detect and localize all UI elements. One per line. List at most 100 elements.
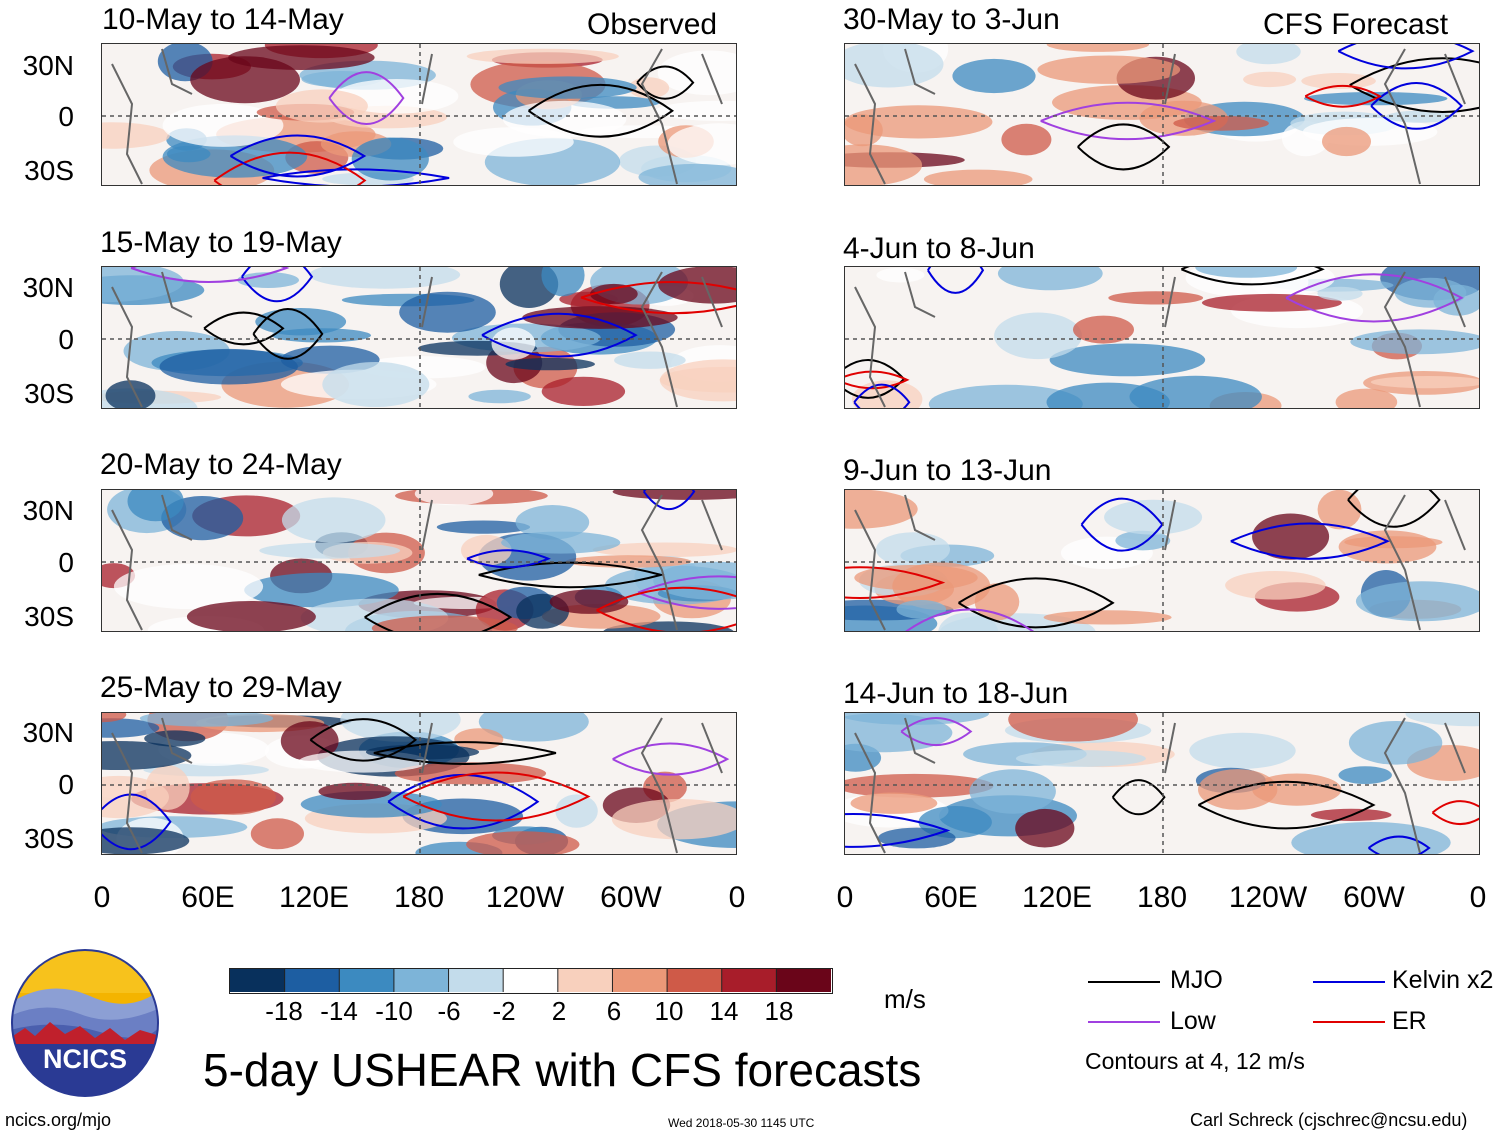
shear-anomaly-blob (1225, 571, 1326, 600)
colorbar-swatch (503, 969, 559, 992)
wave-contour (1197, 780, 1376, 830)
wave-contour (373, 741, 557, 765)
wave-contour (845, 566, 946, 599)
colorbar-swatch (393, 969, 450, 992)
shear-anomaly-blob (845, 144, 923, 185)
colorbar-tick-label: -14 (320, 996, 358, 1026)
wave-contour (1349, 57, 1479, 113)
coastline (111, 494, 723, 631)
wave-contour (1367, 835, 1431, 854)
shear-anomaly-blob (281, 497, 386, 543)
colorbar-tick-label: -2 (492, 996, 516, 1026)
panel-field (845, 44, 1479, 185)
shear-anomaly-blob (876, 267, 925, 283)
shear-anomaly-blob (658, 267, 736, 304)
wave-contour (927, 267, 985, 294)
colorbar-tick-label: 6 (606, 996, 622, 1026)
colorbar-swatch (667, 969, 723, 992)
shear-anomaly-blob (1322, 126, 1371, 157)
legend-line-low (1088, 1021, 1160, 1023)
colorbar-tick-label: 18 (764, 996, 794, 1026)
shear-anomaly-blob (159, 348, 298, 385)
shear-anomaly-blob (1015, 750, 1146, 767)
wave-contour (853, 383, 911, 408)
wave-contour (845, 813, 951, 848)
shear-anomaly-blob (1338, 530, 1437, 564)
wave-contour (528, 84, 675, 138)
shear-anomaly-blob (144, 730, 206, 747)
shear-anomaly-blob (1115, 530, 1171, 551)
panel-field (845, 267, 1479, 408)
shear-anomaly-blob (102, 122, 170, 149)
shear-anomaly-blob (1348, 721, 1443, 765)
panel-title: 15-May to 19-May (100, 226, 342, 259)
shear-anomaly-blob (102, 741, 192, 770)
shear-anomaly-blob (1350, 329, 1479, 355)
y-tick-label: 30N (22, 272, 74, 303)
wave-contour (130, 267, 290, 283)
shear-anomaly-blob (102, 827, 190, 854)
shear-anomaly-blob (505, 357, 595, 371)
shear-anomaly-blob (845, 713, 953, 753)
panel-title: 14-Jun to 18-Jun (843, 677, 1069, 710)
shear-anomaly-blob (515, 505, 590, 540)
colorbar-tick-label: -6 (437, 996, 461, 1026)
shear-anomaly-blob (244, 572, 399, 608)
shear-anomaly-blob (139, 713, 274, 727)
shear-anomaly-blob (854, 564, 978, 591)
colorbar-tick-label: -10 (375, 996, 413, 1026)
shear-anomaly-blob (938, 612, 999, 631)
wave-contour (213, 151, 367, 185)
y-tick-label: 0 (58, 101, 74, 132)
wave-contour (1285, 273, 1464, 323)
coastline (111, 717, 723, 854)
shear-anomaly-blob (259, 542, 401, 559)
shear-anomaly-blob (162, 103, 284, 147)
shear-anomaly-blob (952, 58, 1036, 94)
shear-anomaly-blob (1108, 291, 1204, 305)
panel-title: 4-Jun to 8-Jun (843, 232, 1035, 265)
shear-anomaly-blob (845, 490, 918, 529)
figure-title: 5-day USHEAR with CFS forecasts (203, 1044, 922, 1096)
shear-anomaly-blob (1243, 71, 1297, 88)
wave-contour (1230, 522, 1390, 560)
shear-anomaly-blob (612, 490, 736, 500)
panel-title: 25-May to 29-May (100, 671, 342, 704)
colorbar-swatch (230, 969, 286, 992)
shear-anomaly-blob (1370, 376, 1479, 389)
shear-anomaly-blob (166, 145, 211, 163)
wave-contour (364, 593, 513, 631)
wave-contour (1304, 84, 1382, 108)
legend-label-low: Low (1170, 1007, 1216, 1035)
wave-contour (1347, 490, 1441, 528)
legend-label-kelvin: Kelvin x2 (1392, 966, 1494, 994)
x-tick-label: 0 (836, 881, 854, 914)
legend-line-kelvin (1313, 981, 1385, 983)
wave-contour (402, 771, 591, 822)
shear-anomaly-blob (1046, 44, 1150, 52)
coastline (111, 271, 723, 408)
wave-contour (466, 549, 551, 569)
heatmap-panel-1 (101, 43, 737, 186)
shear-anomaly-blob (1037, 55, 1181, 84)
shear-anomaly-blob (190, 56, 300, 104)
wave-contour (642, 490, 696, 510)
wave-contour (1077, 123, 1171, 171)
colorbar-swatch (339, 969, 395, 992)
coastline (854, 271, 1466, 408)
shear-anomaly-blob (614, 351, 686, 369)
shear-anomaly-blob (436, 520, 530, 534)
wave-contour (580, 281, 736, 315)
x-tick-label: 60W (600, 881, 662, 914)
wave-contour (845, 370, 910, 390)
x-tick-label: 180 (393, 881, 445, 914)
heatmap-panel-4 (101, 712, 737, 855)
shear-anomaly-blob (466, 48, 619, 64)
shear-anomaly-blob (969, 769, 1056, 814)
wave-contour (102, 793, 172, 850)
shear-anomaly-blob (657, 50, 736, 96)
shear-anomaly-blob (478, 713, 589, 742)
shear-anomaly-blob (928, 384, 1083, 408)
timestamp: Wed 2018-05-30 1145 UTC (668, 1116, 815, 1130)
shear-anomaly-blob (1317, 286, 1363, 301)
